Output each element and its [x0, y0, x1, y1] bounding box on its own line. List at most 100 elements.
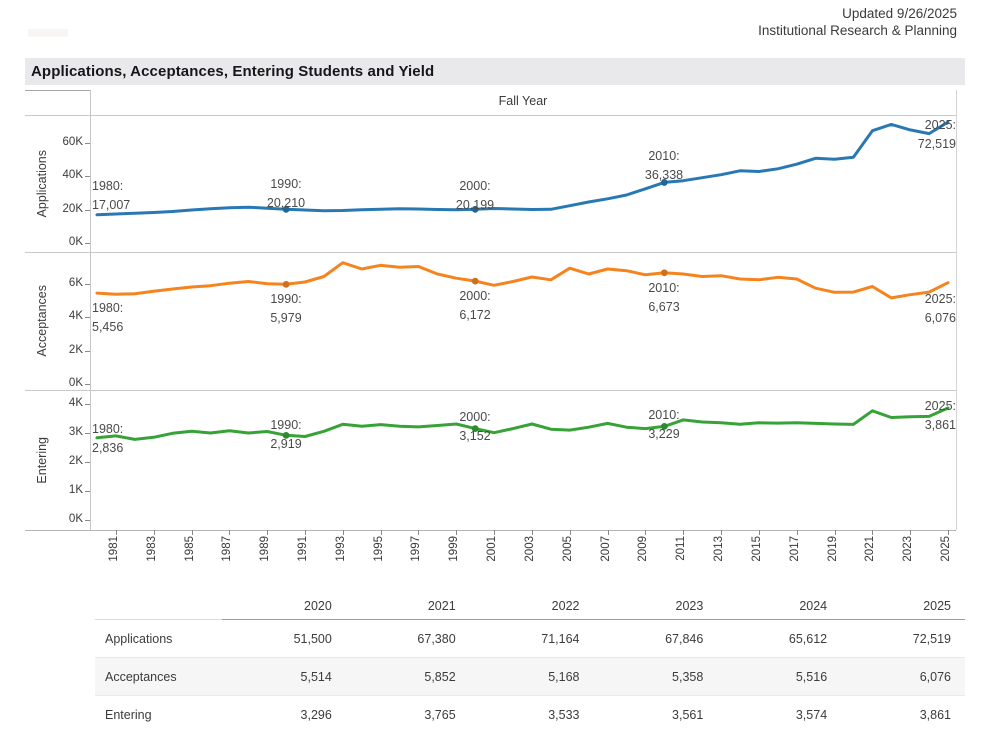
plot-area-entering[interactable]: [90, 390, 956, 530]
x-tick-label: 2005: [562, 536, 574, 562]
data-point-2000[interactable]: [472, 278, 479, 285]
table-cell[interactable]: 3,296: [222, 696, 346, 733]
table-cell[interactable]: 3,574: [717, 696, 841, 733]
table-col-header-2025[interactable]: 2025: [841, 592, 965, 620]
y-tick-label: 0K: [40, 513, 83, 525]
org-label: Institutional Research & Planning: [758, 23, 957, 38]
x-axis-tick: [645, 530, 646, 535]
x-axis-title: Fall Year: [90, 94, 956, 108]
data-point-1990[interactable]: [283, 281, 290, 288]
x-axis-tick: [910, 530, 911, 535]
data-line-entering[interactable]: [97, 408, 948, 439]
annotation-value: 3,229: [648, 425, 679, 444]
table-cell[interactable]: 67,846: [593, 620, 717, 658]
table-row-label[interactable]: Applications: [95, 620, 222, 658]
annotation-value: 5,456: [92, 318, 123, 337]
table-row-label[interactable]: Entering: [95, 696, 222, 733]
table-cell[interactable]: 67,380: [346, 620, 470, 658]
table-row-label[interactable]: Acceptances: [95, 658, 222, 696]
x-axis-tick: [343, 530, 344, 535]
x-tick-label: 1993: [335, 536, 347, 562]
annotation-value: 3,152: [459, 427, 490, 446]
table-cell[interactable]: 3,561: [593, 696, 717, 733]
table-cell[interactable]: 5,514: [222, 658, 346, 696]
data-line-applications[interactable]: [97, 122, 948, 215]
table-cell[interactable]: 72,519: [841, 620, 965, 658]
table-corner: [95, 592, 222, 620]
annotation-value: 3,861: [925, 416, 956, 435]
plot-area-applications[interactable]: [90, 115, 956, 252]
x-tick-label: 2011: [675, 536, 687, 561]
table-cell[interactable]: 5,168: [470, 658, 594, 696]
faded-logo: [28, 29, 68, 37]
annotation-year: 2025:: [925, 290, 956, 309]
x-axis-tick: [683, 530, 684, 535]
y-tick-label: 4K: [40, 310, 83, 322]
table-cell[interactable]: 5,852: [346, 658, 470, 696]
annotation-year: 1990:: [270, 416, 301, 435]
x-axis-tick: [835, 530, 836, 535]
annotation-value: 5,979: [270, 309, 301, 328]
annotation-value: 6,076: [925, 309, 956, 328]
x-axis-tick: [154, 530, 155, 535]
title-bar: Applications, Acceptances, Entering Stud…: [25, 58, 965, 85]
x-axis-tick: [948, 530, 949, 535]
table-col-header-2022[interactable]: 2022: [470, 592, 594, 620]
annotation-year: 2000:: [459, 287, 490, 306]
annotation-value: 20,210: [267, 194, 305, 213]
table-col-header-2024[interactable]: 2024: [717, 592, 841, 620]
y-tick-label: 2K: [40, 455, 83, 467]
table-cell[interactable]: 6,076: [841, 658, 965, 696]
data-point-2010[interactable]: [661, 269, 668, 276]
x-axis-tick: [759, 530, 760, 535]
x-axis-tick: [229, 530, 230, 535]
annotation-acceptances-2025: 2025:6,076: [925, 290, 956, 328]
y-tick-label: 3K: [40, 426, 83, 438]
x-axis-tick: [797, 530, 798, 535]
x-axis-tick: [305, 530, 306, 535]
annotation-year: 2010:: [645, 147, 683, 166]
x-axis-tick: [872, 530, 873, 535]
annotation-value: 6,673: [648, 298, 679, 317]
x-tick-label: 1991: [297, 536, 309, 562]
y-tick-label: 4K: [40, 397, 83, 409]
page-title: Applications, Acceptances, Entering Stud…: [25, 63, 434, 80]
annotation-entering-2025: 2025:3,861: [925, 397, 956, 435]
y-tick-label: 20K: [40, 203, 83, 215]
x-axis-tick: [532, 530, 533, 535]
table-cell[interactable]: 3,533: [470, 696, 594, 733]
table-cell[interactable]: 3,861: [841, 696, 965, 733]
data-line-acceptances[interactable]: [97, 263, 948, 298]
x-tick-label: 1985: [184, 536, 196, 562]
x-tick-label: 1989: [259, 536, 271, 562]
annotation-applications-1980: 1980:17,007: [92, 177, 130, 215]
annotation-year: 2000:: [459, 408, 490, 427]
table-cell[interactable]: 5,358: [593, 658, 717, 696]
x-axis-tick: [418, 530, 419, 535]
plot-area-acceptances[interactable]: [90, 252, 956, 390]
x-axis-tick: [267, 530, 268, 535]
table-cell[interactable]: 3,765: [346, 696, 470, 733]
x-tick-label: 2025: [940, 536, 952, 562]
annotation-entering-1980: 1980:2,836: [92, 420, 123, 458]
table-col-header-2020[interactable]: 2020: [222, 592, 346, 620]
annotation-year: 1990:: [267, 175, 305, 194]
table-cell[interactable]: 65,612: [717, 620, 841, 658]
x-axis-tick: [116, 530, 117, 535]
table-cell[interactable]: 51,500: [222, 620, 346, 658]
table-col-header-2021[interactable]: 2021: [346, 592, 470, 620]
x-tick-label: 2019: [827, 536, 839, 562]
annotation-applications-1990: 1990:20,210: [267, 175, 305, 213]
x-tick-label: 1983: [146, 536, 158, 562]
x-tick-label: 2021: [864, 536, 876, 562]
table-cell[interactable]: 71,164: [470, 620, 594, 658]
annotation-year: 2010:: [648, 406, 679, 425]
updated-label: Updated 9/26/2025: [842, 6, 957, 21]
table-col-header-2023[interactable]: 2023: [593, 592, 717, 620]
y-tick-label: 40K: [40, 169, 83, 181]
table-cell[interactable]: 5,516: [717, 658, 841, 696]
annotation-value: 6,172: [459, 306, 490, 325]
